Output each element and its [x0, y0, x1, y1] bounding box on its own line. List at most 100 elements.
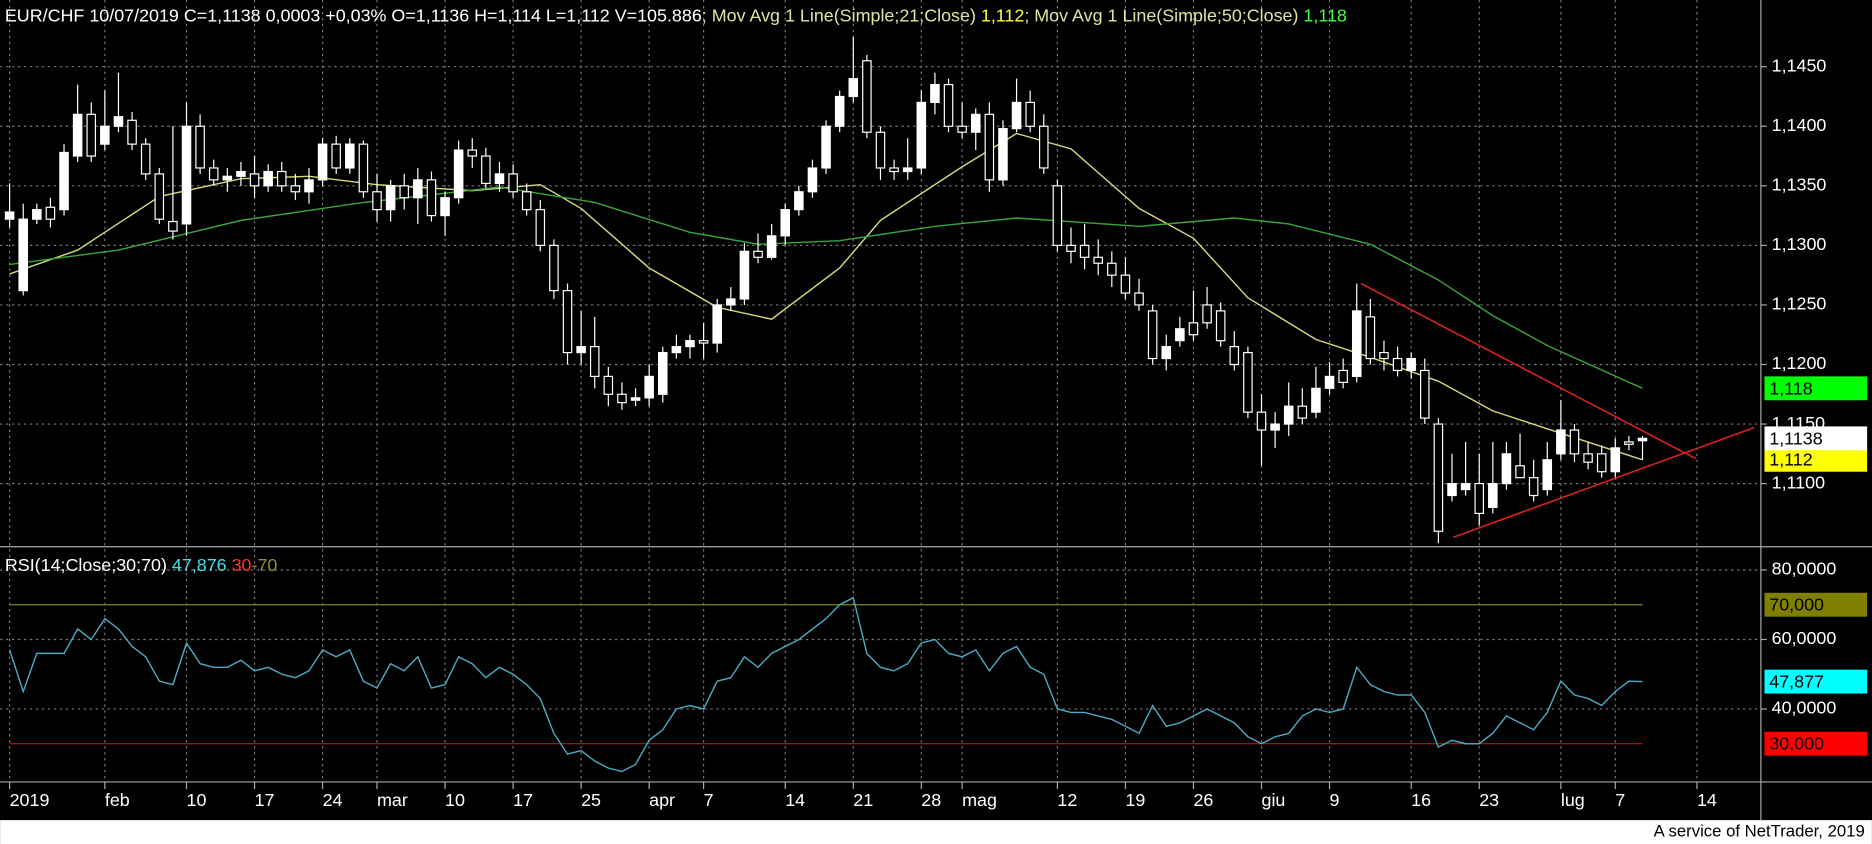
- candle-body: [140, 143, 151, 175]
- value-badge: [1764, 731, 1868, 756]
- candle-body: [304, 179, 314, 193]
- y-tick-label: 1,1100: [1772, 472, 1825, 492]
- candle-body: [1501, 453, 1512, 485]
- value-badge-label: 1,112: [1769, 450, 1812, 470]
- candle-body: [372, 191, 382, 211]
- candle-body: [467, 149, 478, 157]
- candle-body: [970, 113, 981, 133]
- y-tick-label: 1,1350: [1772, 175, 1827, 195]
- candle-body: [45, 206, 56, 220]
- x-tick-label: 10: [445, 790, 465, 810]
- candle-body: [1052, 185, 1063, 246]
- x-tick-label: mag: [962, 790, 997, 810]
- candle-body: [834, 95, 845, 127]
- trendline: [1453, 426, 1755, 538]
- candle-body: [1624, 441, 1634, 445]
- candle-body: [1107, 262, 1117, 276]
- y-tick-label: 1,1450: [1772, 55, 1827, 75]
- y-tick-label: 80,0000: [1772, 559, 1837, 579]
- candle-body: [1351, 310, 1362, 378]
- y-tick-label: 1,1300: [1772, 234, 1827, 254]
- value-badge: [1764, 426, 1868, 451]
- candle-body: [1515, 465, 1525, 479]
- candle-body: [957, 125, 967, 133]
- candle-body: [1283, 405, 1294, 425]
- x-tick-label: apr: [649, 790, 675, 810]
- x-tick-label: 24: [323, 790, 343, 810]
- value-badge: [1764, 376, 1868, 401]
- candle-body: [1569, 429, 1580, 455]
- candle-body: [902, 167, 913, 173]
- moving-average: [9, 186, 1643, 389]
- candle-body: [1528, 477, 1539, 497]
- candle-body: [712, 304, 722, 344]
- candle-body: [1406, 357, 1416, 372]
- trendline: [1360, 282, 1696, 460]
- y-tick-label: 1,1200: [1772, 353, 1827, 373]
- value-badge: [1764, 592, 1868, 617]
- candle-body: [930, 83, 940, 104]
- candle-body: [1460, 483, 1471, 491]
- value-badge-label: 1,1138: [1769, 428, 1822, 448]
- x-tick-label: 7: [704, 790, 714, 810]
- candle-body: [208, 167, 219, 181]
- candle-body: [862, 60, 872, 133]
- candle-body: [984, 113, 995, 181]
- candle-body: [943, 83, 954, 127]
- value-badge: [1764, 447, 1868, 472]
- candle-body: [385, 185, 396, 211]
- candle-body: [1379, 351, 1389, 360]
- candle-body: [1229, 346, 1240, 366]
- candle-body: [1066, 244, 1076, 252]
- candle-body: [1202, 304, 1212, 324]
- candle-body: [18, 218, 28, 292]
- y-tick-label: 60,0000: [1772, 628, 1837, 648]
- candle-body: [1256, 411, 1267, 431]
- x-tick-label: 21: [853, 790, 873, 810]
- candle-body: [1488, 483, 1498, 509]
- candle-body: [263, 170, 273, 187]
- candle-body: [100, 125, 110, 145]
- candle-body: [195, 125, 205, 169]
- candle-body: [168, 220, 178, 232]
- candle-body: [535, 209, 546, 246]
- candle-body: [630, 397, 641, 401]
- x-tick-label: 23: [1479, 790, 1499, 810]
- candle-body: [236, 170, 246, 177]
- candle-body: [154, 173, 165, 220]
- candle-body: [753, 250, 763, 258]
- y-tick-label: 1,1250: [1772, 294, 1827, 314]
- candle-body: [821, 125, 831, 169]
- candle-body: [1039, 125, 1049, 169]
- candle-body: [1297, 405, 1308, 419]
- x-tick-label: 17: [513, 790, 533, 810]
- header-segment: 1,118: [1298, 5, 1346, 25]
- candle-body: [617, 393, 627, 404]
- candle-body: [1596, 453, 1607, 473]
- candle-body: [1420, 369, 1430, 419]
- candle-body: [399, 185, 409, 199]
- header-segment: ; Mov Avg 1 Line(Simple;21;Close): [702, 5, 976, 25]
- x-tick-label: feb: [105, 790, 130, 810]
- candle-body: [1610, 447, 1621, 473]
- candle-body: [1392, 357, 1403, 372]
- x-tick-label: 28: [921, 790, 941, 810]
- x-tick-label: 10: [187, 790, 207, 810]
- x-tick-label: 14: [1697, 790, 1717, 810]
- candle-body: [998, 128, 1008, 181]
- candle-body: [794, 191, 804, 211]
- candle-body: [644, 375, 654, 399]
- candle-body: [603, 375, 614, 395]
- candle-body: [508, 173, 518, 193]
- candle-body: [1542, 459, 1553, 491]
- x-tick-label: 16: [1411, 790, 1431, 810]
- x-tick-label: 26: [1193, 790, 1213, 810]
- candle-body: [1093, 256, 1103, 264]
- candle-body: [249, 173, 260, 187]
- candle-body: [1365, 316, 1376, 360]
- header-segment: ; Mov Avg 1 Line(Simple;50;Close): [1024, 5, 1298, 25]
- value-badge-label: 1,118: [1769, 378, 1812, 398]
- candle-body: [1556, 429, 1566, 455]
